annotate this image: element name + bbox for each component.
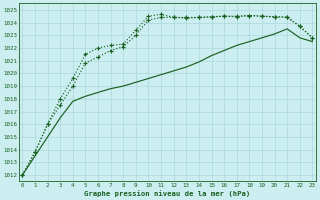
X-axis label: Graphe pression niveau de la mer (hPa): Graphe pression niveau de la mer (hPa) — [84, 190, 251, 197]
